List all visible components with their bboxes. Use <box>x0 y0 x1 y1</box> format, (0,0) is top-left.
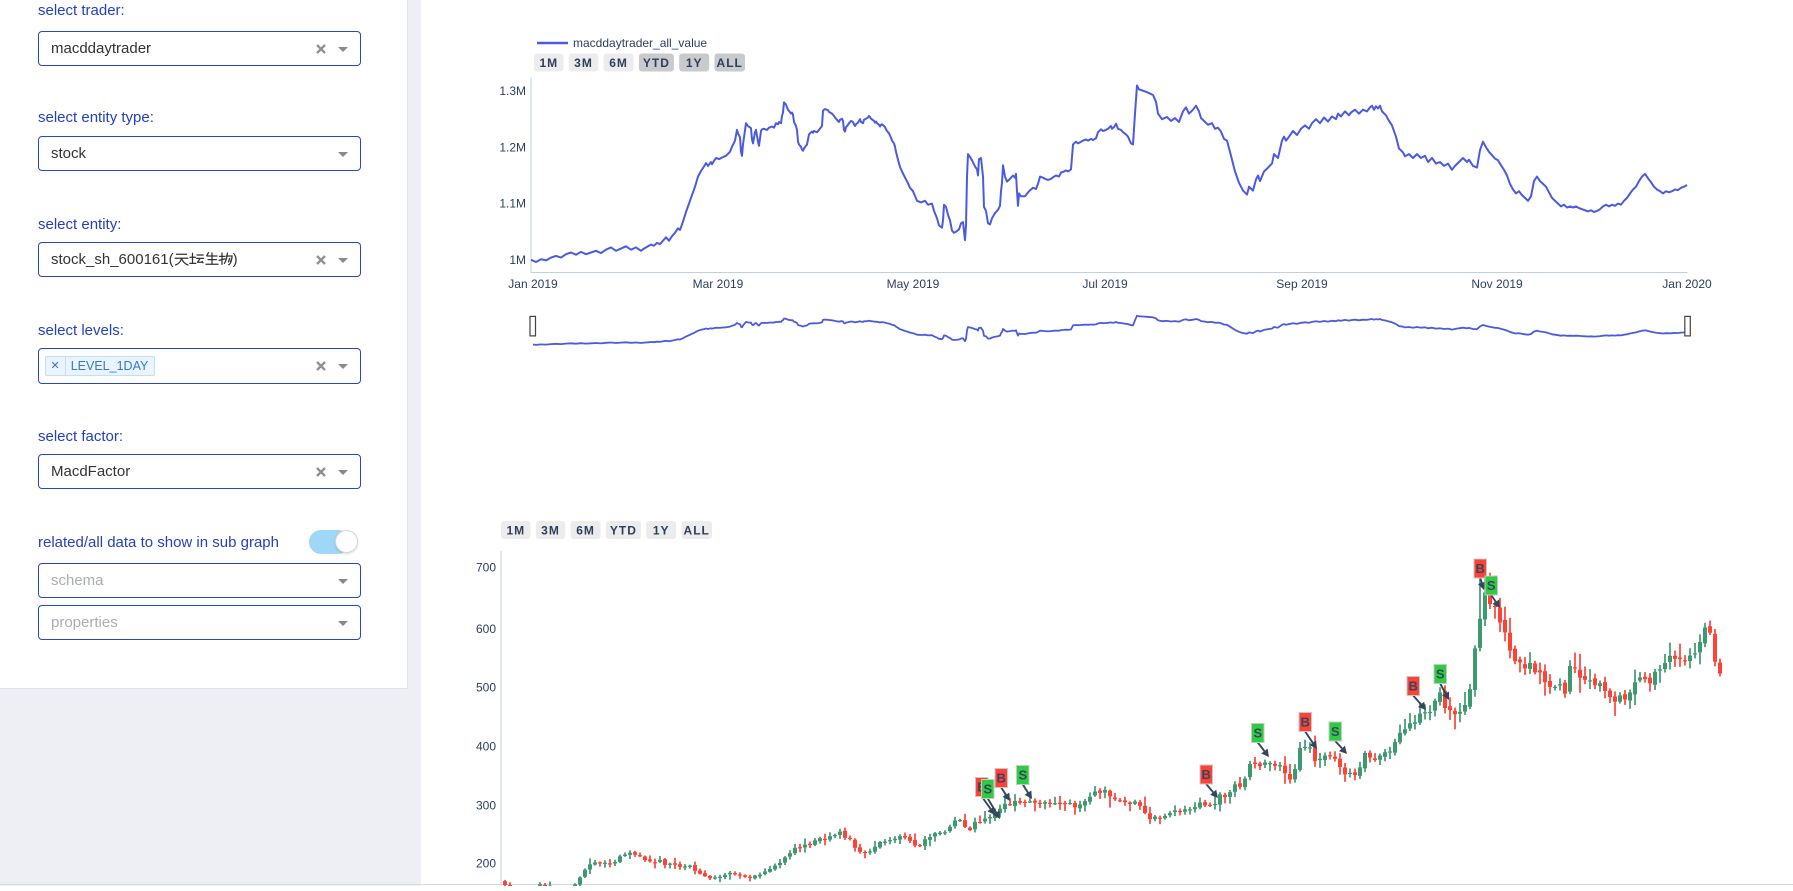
svg-text:Nov 2019: Nov 2019 <box>1471 277 1523 291</box>
svg-text:Jan 2019: Jan 2019 <box>508 277 558 291</box>
svg-text:1M: 1M <box>539 56 558 70</box>
svg-text:YTD: YTD <box>643 56 670 70</box>
svg-text:3M: 3M <box>574 56 593 70</box>
svg-text:ALL: ALL <box>717 56 743 70</box>
svg-text:B: B <box>1409 679 1418 694</box>
svg-text:1M: 1M <box>509 253 526 267</box>
svg-text:ALL: ALL <box>684 524 710 538</box>
svg-text:B: B <box>1476 561 1485 576</box>
svg-text:6M: 6M <box>576 524 595 538</box>
svg-text:1M: 1M <box>506 524 525 538</box>
svg-text:1.3M: 1.3M <box>499 84 526 98</box>
svg-text:May 2019: May 2019 <box>887 277 940 291</box>
svg-text:6M: 6M <box>609 56 628 70</box>
svg-text:1Y: 1Y <box>653 524 670 538</box>
svg-text:200: 200 <box>476 856 496 870</box>
svg-text:3M: 3M <box>541 524 560 538</box>
svg-text:S: S <box>1018 768 1027 783</box>
svg-text:700: 700 <box>476 560 496 574</box>
svg-text:1.1M: 1.1M <box>499 197 526 211</box>
svg-text:Mar 2019: Mar 2019 <box>693 277 744 291</box>
svg-text:macddaytrader_all_value: macddaytrader_all_value <box>573 36 707 50</box>
svg-text:300: 300 <box>476 799 496 813</box>
svg-text:YTD: YTD <box>610 524 637 538</box>
svg-text:B: B <box>1301 715 1310 730</box>
svg-text:1.2M: 1.2M <box>499 140 526 154</box>
svg-text:S: S <box>983 782 992 797</box>
svg-text:B: B <box>997 771 1006 786</box>
svg-text:Jan 2020: Jan 2020 <box>1662 277 1712 291</box>
svg-text:S: S <box>1253 726 1262 741</box>
svg-text:500: 500 <box>476 681 496 695</box>
svg-text:S: S <box>1487 578 1496 593</box>
svg-text:Jul 2019: Jul 2019 <box>1082 277 1128 291</box>
svg-text:1Y: 1Y <box>686 56 703 70</box>
svg-text:S: S <box>1436 667 1445 682</box>
svg-text:S: S <box>1331 724 1340 739</box>
svg-text:Sep 2019: Sep 2019 <box>1276 277 1328 291</box>
svg-text:400: 400 <box>476 739 496 753</box>
svg-text:600: 600 <box>476 622 496 636</box>
svg-text:B: B <box>1202 767 1211 782</box>
